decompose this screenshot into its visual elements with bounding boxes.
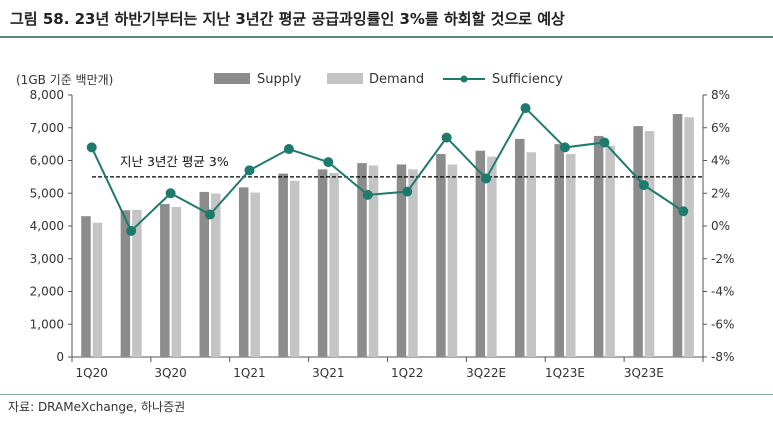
demand-bar	[329, 172, 339, 357]
sufficiency-point	[520, 103, 531, 114]
demand-bar	[171, 207, 182, 357]
supply-bar	[278, 173, 288, 357]
sufficiency-point	[559, 142, 570, 153]
demand-bar	[487, 156, 497, 357]
supply-bar	[593, 135, 604, 357]
x-axis-tick-label: 1Q21	[233, 366, 265, 380]
source-divider	[0, 394, 773, 395]
demand-bar	[526, 152, 537, 357]
supply-bar	[357, 163, 367, 357]
demand-bar	[565, 153, 576, 357]
left-axis-tick-label: 0	[56, 350, 64, 364]
supply-bar	[672, 113, 683, 358]
right-axis-tick-label: 2%	[711, 186, 730, 200]
supply-bar	[317, 169, 328, 357]
sufficiency-point	[323, 157, 334, 168]
supply-bar	[436, 153, 446, 357]
x-axis-tick-label: 1Q23E	[545, 366, 585, 380]
demand-bar	[368, 165, 379, 357]
demand-bar	[289, 180, 300, 357]
right-axis-tick-label: 0%	[711, 219, 730, 233]
legend-swatch-demand	[327, 73, 363, 84]
right-axis-tick-label: -4%	[711, 285, 734, 299]
right-axis-tick-label: -8%	[711, 350, 734, 364]
left-axis-tick-label: 2,000	[30, 285, 64, 299]
supply-bar	[554, 144, 564, 357]
x-axis-tick-label: 1Q22	[391, 366, 423, 380]
sufficiency-point	[638, 180, 649, 191]
chart-bars	[81, 113, 694, 358]
figure-title: 그림 58. 23년 하반기부터는 지난 3년간 평균 공급과잉률인 3%를 하…	[10, 10, 565, 28]
sufficiency-line-group	[86, 103, 689, 236]
left-axis-tick-label: 1,000	[30, 317, 64, 331]
demand-bar	[211, 193, 221, 357]
legend-label-demand: Demand	[369, 72, 424, 87]
chart-legend: Supply Demand Sufficiency	[214, 72, 563, 87]
supply-bar	[515, 138, 525, 357]
left-axis-tick-label: 5,000	[30, 186, 64, 200]
sufficiency-point	[126, 225, 137, 236]
chart-axes: 0 1,000 2,000 3,000 4,000 5,000 6,000 7,000 8,00…	[30, 88, 735, 380]
left-axis-tick-label: 8,000	[30, 88, 64, 102]
supply-bar	[120, 210, 131, 357]
supply-bar	[199, 191, 210, 357]
left-axis-tick-label: 7,000	[30, 121, 64, 135]
supply-bar	[475, 150, 486, 357]
sufficiency-point	[165, 188, 176, 199]
demand-bar	[684, 117, 694, 358]
sufficiency-point	[441, 132, 452, 143]
sufficiency-point	[362, 189, 373, 200]
right-axis-tick-label: 4%	[711, 154, 730, 168]
sufficiency-point	[283, 144, 294, 155]
sufficiency-point	[86, 142, 97, 153]
demand-bar	[250, 192, 260, 357]
left-axis-tick-label: 3,000	[30, 252, 64, 266]
sufficiency-point	[244, 165, 255, 176]
supply-bar	[396, 164, 407, 357]
supply-bar	[160, 204, 170, 357]
demand-bar	[92, 222, 103, 357]
demand-bar	[605, 145, 615, 357]
sufficiency-point	[402, 186, 413, 197]
sufficiency-line	[90, 106, 684, 233]
reference-line-label: 지난 3년간 평균 3%	[120, 154, 229, 169]
reference-line-group: 지난 3년간 평균 3%	[92, 154, 703, 178]
supply-bar	[81, 216, 91, 357]
right-axis-tick-label: 6%	[711, 121, 730, 135]
left-axis-tick-label: 6,000	[30, 154, 64, 168]
left-axis-tick-label: 4,000	[30, 219, 64, 233]
x-axis-tick-label: 3Q22E	[466, 366, 506, 380]
right-axis-tick-label: -6%	[711, 317, 734, 331]
x-axis-tick-label: 3Q23E	[624, 366, 664, 380]
legend-marker-sufficiency	[460, 75, 468, 83]
title-divider	[0, 36, 773, 38]
demand-bar	[644, 131, 655, 357]
sufficiency-point	[205, 209, 216, 220]
supply-bar	[238, 187, 249, 357]
legend-label-supply: Supply	[257, 72, 302, 87]
x-axis-tick-label: 1Q20	[76, 366, 108, 380]
demand-bar	[132, 209, 142, 357]
x-axis-tick-label: 3Q21	[312, 366, 344, 380]
legend-swatch-supply	[214, 73, 250, 84]
legend-label-sufficiency: Sufficiency	[492, 72, 563, 87]
demand-bar	[447, 164, 458, 357]
right-axis-tick-label: 8%	[711, 88, 730, 102]
left-axis-unit-label: (1GB 기준 백만개)	[16, 73, 113, 87]
demand-bar	[408, 169, 418, 357]
x-axis-tick-label: 3Q20	[154, 366, 186, 380]
sufficiency-point	[599, 137, 610, 148]
figure-source: 자료: DRAMeXchange, 하나증권	[8, 400, 186, 414]
right-axis-tick-label: -2%	[711, 252, 734, 266]
sufficiency-point	[678, 206, 689, 217]
supply-bar	[633, 126, 643, 357]
sufficiency-point	[481, 173, 492, 184]
